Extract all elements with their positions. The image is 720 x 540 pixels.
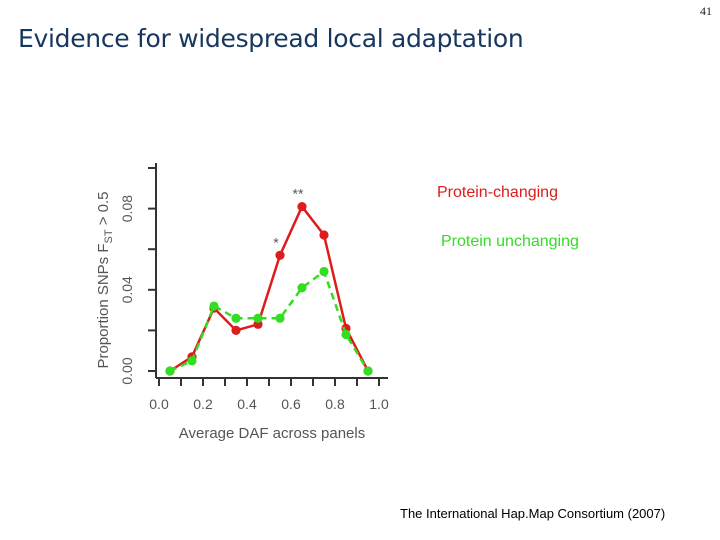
data-point-protein-unchanging bbox=[341, 329, 351, 340]
y-tick-label: 0.08 bbox=[119, 195, 135, 222]
series-line-protein-unchanging bbox=[169, 270, 370, 373]
data-point-protein-unchanging bbox=[275, 313, 285, 323]
y-axis-label-prefix: Proportion SNPs F bbox=[95, 243, 112, 368]
chart-axes: 0.00 0.04 0.08 0.0 0.2 0.4 0.6 0.8 1.0 bbox=[119, 163, 389, 412]
data-point-protein-unchanging bbox=[319, 266, 329, 277]
x-tick-label: 0.6 bbox=[281, 396, 301, 412]
y-tick-label: 0.00 bbox=[119, 357, 135, 384]
x-tick-label: 0.8 bbox=[325, 396, 345, 412]
citation: The International Hap.Map Consortium (20… bbox=[400, 506, 666, 521]
x-tick-label: 0.2 bbox=[193, 396, 213, 412]
significance-marker: ** bbox=[293, 186, 304, 202]
chart-series bbox=[165, 201, 373, 376]
data-point-protein-changing bbox=[231, 325, 241, 335]
data-point-protein-unchanging bbox=[209, 301, 219, 311]
data-point-protein-changing bbox=[275, 250, 285, 260]
legend-protein-unchanging: Protein unchanging bbox=[441, 233, 579, 250]
slide-title: Evidence for widespread local adaptation bbox=[18, 24, 524, 53]
data-point-protein-unchanging bbox=[363, 366, 373, 376]
series-protein-unchanging bbox=[165, 266, 373, 376]
x-tick-label: 1.0 bbox=[369, 396, 389, 412]
legend-protein-changing: Protein-changing bbox=[437, 184, 558, 201]
daf-line-chart: 0.000.040.080.0 0.2 0.4 0.6 0.8 1.0 *** Avera… bbox=[95, 163, 389, 442]
slide-number: 41 bbox=[700, 4, 712, 18]
data-point-protein-unchanging bbox=[297, 283, 307, 293]
series-line-protein-changing bbox=[169, 205, 370, 373]
y-axis-label-subscript: ST bbox=[103, 229, 115, 243]
y-axis-label: Proportion SNPs FST > 0.5 bbox=[95, 191, 115, 368]
chart-annotations: *** bbox=[273, 186, 304, 251]
y-tick-label: 0.04 bbox=[119, 276, 135, 303]
data-point-protein-unchanging bbox=[231, 313, 241, 323]
x-tick-label: 0.4 bbox=[237, 396, 257, 412]
data-point-protein-unchanging bbox=[187, 356, 197, 366]
x-axis-label: Average DAF across panels bbox=[179, 425, 365, 442]
data-point-protein-changing bbox=[297, 201, 307, 212]
data-point-protein-unchanging bbox=[165, 366, 175, 376]
y-axis-label-suffix: > 0.5 bbox=[95, 191, 112, 229]
data-point-protein-unchanging bbox=[253, 313, 263, 323]
significance-marker: * bbox=[273, 234, 279, 250]
x-tick-label: 0.0 bbox=[149, 396, 169, 412]
data-point-protein-changing bbox=[319, 230, 329, 240]
